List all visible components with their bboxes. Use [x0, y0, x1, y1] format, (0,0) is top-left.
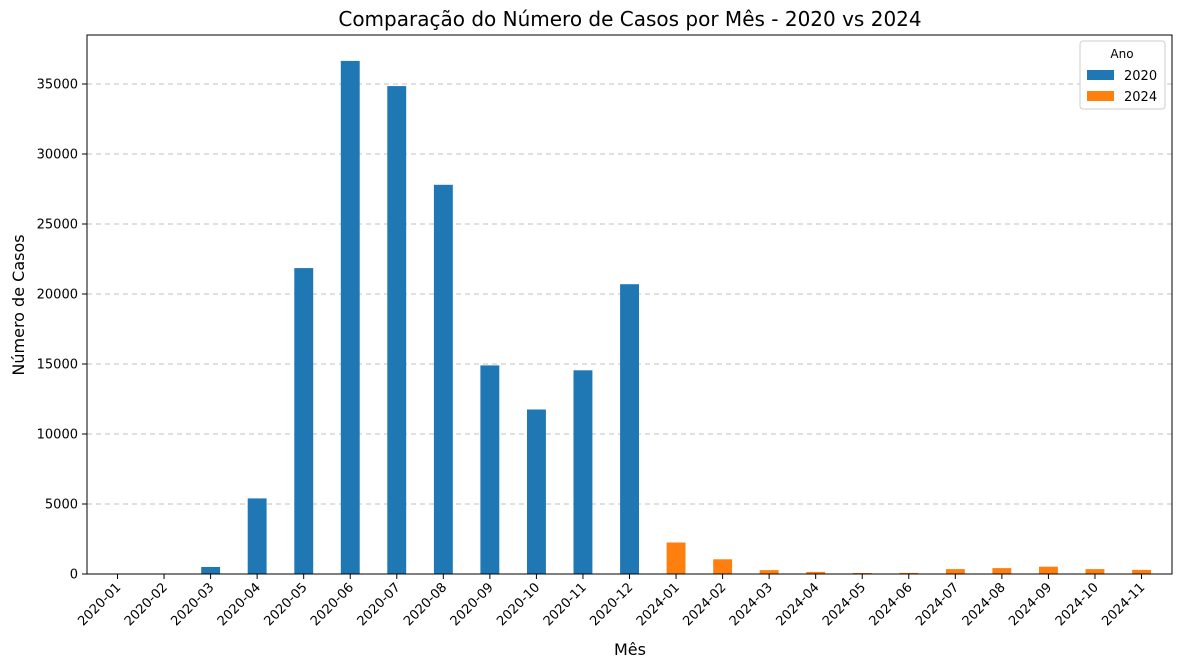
- x-tick-label: 2024-03: [727, 580, 776, 629]
- x-tick-label: 2024-07: [913, 580, 962, 629]
- legend-label-2020: 2020: [1124, 69, 1157, 84]
- x-tick-label: 2020-10: [494, 580, 543, 629]
- x-tick-label: 2020-03: [168, 580, 217, 629]
- y-tick-label: 0: [70, 568, 78, 583]
- bar-2020-2020-10: [527, 409, 546, 574]
- bar-2024-2024-11: [1132, 569, 1151, 574]
- bar-2020-2020-08: [433, 184, 453, 575]
- bar-2020-2020-07: [387, 86, 407, 574]
- y-axis-label: Número de Casos: [9, 234, 28, 375]
- x-tick-label: 2020-07: [355, 580, 404, 629]
- y-tick-label: 35000: [37, 78, 78, 93]
- y-tick-label: 10000: [37, 428, 78, 443]
- bar-2020-2020-05: [294, 268, 314, 574]
- y-axis-ticks: 0 5000 10000 15000 20000 25000 30000 35000: [37, 78, 87, 583]
- y-tick-label: 25000: [37, 218, 78, 233]
- x-tick-label: 2020-05: [262, 580, 311, 629]
- bar-2024-2024-04: [806, 571, 826, 574]
- x-tick-label: 2020-08: [401, 580, 450, 629]
- bars: [201, 60, 1151, 575]
- x-tick-label: 2020-06: [308, 580, 357, 629]
- x-axis-ticks: 2020-012020-022020-032020-042020-052020-…: [75, 574, 1148, 629]
- legend-swatch-2020: [1087, 70, 1114, 80]
- x-tick-label: 2020-02: [122, 580, 171, 629]
- bar-2020-2020-11: [573, 370, 593, 574]
- bar-2024-2024-07: [945, 569, 965, 574]
- x-tick-label: 2024-01: [634, 580, 683, 629]
- x-tick-label: 2020-01: [75, 580, 124, 629]
- x-tick-label: 2024-06: [867, 580, 916, 629]
- bar-2024-2024-10: [1085, 569, 1105, 574]
- legend-swatch-2024: [1087, 91, 1114, 101]
- bar-2020-2020-03: [201, 567, 221, 574]
- bar-2020-2020-09: [480, 365, 500, 574]
- legend: Ano 2020 2024: [1079, 40, 1166, 110]
- x-tick-label: 2024-09: [1006, 580, 1055, 629]
- bar-2020-2020-12: [620, 284, 639, 574]
- bar-2024-2024-06: [899, 572, 919, 574]
- chart-title: Comparação do Número de Casos por Mês - …: [338, 7, 921, 31]
- x-tick-label: 2024-04: [774, 580, 823, 629]
- bar-2020-2020-06: [340, 60, 360, 574]
- bar-2024-2024-01: [666, 542, 686, 574]
- bar-2024-2024-02: [713, 559, 733, 574]
- x-tick-label: 2024-10: [1053, 580, 1102, 629]
- x-tick-label: 2024-11: [1099, 580, 1148, 629]
- x-tick-label: 2020-04: [215, 580, 264, 629]
- y-tick-label: 5000: [45, 498, 78, 513]
- x-tick-label: 2020-09: [448, 580, 497, 629]
- legend-title: Ano: [1110, 47, 1133, 61]
- x-tick-label: 2020-12: [587, 580, 636, 629]
- bar-2024-2024-03: [759, 570, 779, 574]
- x-tick-label: 2024-08: [960, 580, 1009, 629]
- bar-2024-2024-08: [992, 568, 1012, 574]
- y-tick-label: 20000: [37, 288, 78, 303]
- bar-2024-2024-09: [1039, 566, 1058, 574]
- legend-label-2024: 2024: [1124, 90, 1157, 105]
- x-axis-label: Mês: [614, 640, 646, 659]
- bar-2020-2020-04: [247, 498, 267, 574]
- y-tick-label: 15000: [37, 358, 78, 373]
- x-tick-label: 2020-11: [541, 580, 590, 629]
- y-tick-label: 30000: [37, 148, 78, 163]
- x-tick-label: 2024-02: [680, 580, 729, 629]
- x-tick-label: 2024-05: [820, 580, 869, 629]
